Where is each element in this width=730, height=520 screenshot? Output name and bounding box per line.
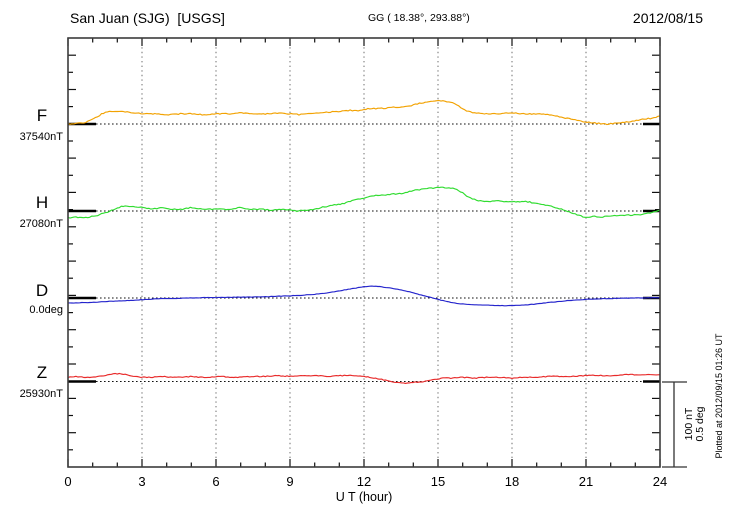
station-title: San Juan (SJG) [USGS]: [70, 10, 225, 26]
trace-H: [67, 186, 661, 219]
x-tick-label-15: 15: [431, 474, 445, 489]
channel-label-Z: Z: [37, 363, 47, 382]
channel-label-F: F: [37, 106, 47, 125]
channel-baseline-value-F: 37540nT: [20, 131, 64, 143]
x-tick-label-6: 6: [212, 474, 219, 489]
trace-D: [68, 285, 661, 307]
x-tick-label-12: 12: [357, 474, 371, 489]
scale-bar-label-nt: 100 nT: [683, 407, 695, 440]
plotted-at-note: Plotted at 2012/09/15 01:26 UT: [714, 333, 724, 459]
geographic-coordinates: GG ( 18.38°, 293.88°): [368, 12, 470, 24]
plot-frame: [67, 37, 661, 468]
x-axis-label: U T (hour): [336, 490, 393, 504]
x-tick-label-21: 21: [579, 474, 593, 489]
trace-F: [67, 99, 661, 126]
trace-Z: [67, 372, 661, 384]
plot-content: 0 3 6 9 12 15 18 21 24 F 37540nT H 27080nT D 0.0deg Z 25…: [20, 38, 667, 489]
scale-bar-label-deg: 0.5 deg: [694, 406, 706, 441]
plot-date: 2012/08/15: [633, 10, 703, 26]
x-tick-label-3: 3: [138, 474, 145, 489]
x-tick-label-0: 0: [64, 474, 71, 489]
channel-baseline-value-Z: 25930nT: [20, 388, 64, 400]
channel-baseline-value-H: 27080nT: [20, 218, 64, 230]
channel-baseline-value-D: 0.0deg: [29, 304, 63, 316]
x-tick-label-18: 18: [505, 474, 519, 489]
channel-label-H: H: [36, 193, 48, 212]
channel-label-D: D: [36, 281, 48, 300]
x-tick-label-9: 9: [286, 474, 293, 489]
amplitude-scale-bar: [662, 381, 687, 468]
x-tick-label-24: 24: [653, 474, 667, 489]
